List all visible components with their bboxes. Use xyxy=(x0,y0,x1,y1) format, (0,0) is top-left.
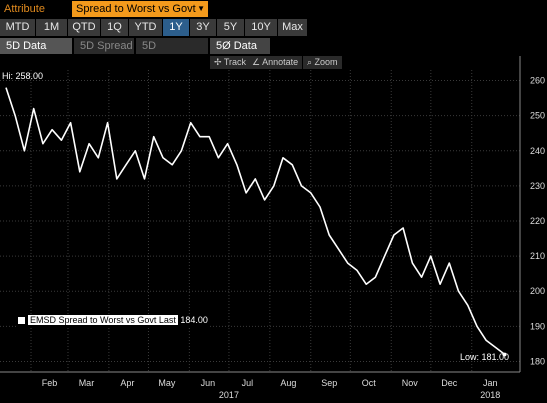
chevron-down-icon: ▼ xyxy=(197,4,205,13)
period-mtd[interactable]: MTD xyxy=(0,19,36,36)
tab-spread[interactable]: 5D Spread xyxy=(74,38,134,54)
period-5y[interactable]: 5Y xyxy=(217,19,245,36)
legend: EMSD Spread to Worst vs Govt Last 184.00 xyxy=(18,314,208,327)
low-label: Low: 181.00 xyxy=(460,352,510,362)
period-3y[interactable]: 3Y xyxy=(190,19,217,36)
zoom-icon: ⌕ xyxy=(307,57,315,67)
track-icon: ✢ xyxy=(214,57,224,67)
legend-swatch xyxy=(18,317,25,324)
period-1m[interactable]: 1M xyxy=(36,19,68,36)
period-selector: MTD 1M QTD 1Q YTD 1Y 3Y 5Y 10Y Max xyxy=(0,19,547,37)
period-qtd[interactable]: QTD xyxy=(68,19,101,36)
annotate-button[interactable]: ∠ Annotate xyxy=(248,56,303,69)
chart-tabs: 5D Data Chart 5D Spread 5D Correlation 5… xyxy=(0,38,547,68)
tab-data-chart[interactable]: 5D Data Chart xyxy=(0,38,72,68)
attribute-label: Attribute xyxy=(4,3,45,15)
chart-area[interactable] xyxy=(0,54,547,403)
tab-correlation[interactable]: 5D Correlation xyxy=(136,38,208,68)
zoom-button[interactable]: ⌕ Zoom xyxy=(303,56,342,69)
high-label: Hi: 258.00 xyxy=(2,71,44,81)
legend-series-name: EMSD Spread to Worst vs Govt Last xyxy=(28,315,178,325)
attribute-dropdown[interactable]: Spread to Worst vs Govt ▼ xyxy=(72,1,208,17)
period-1q[interactable]: 1Q xyxy=(101,19,129,36)
period-ytd[interactable]: YTD xyxy=(129,19,163,36)
attribute-bar: Attribute Spread to Worst vs Govt ▼ xyxy=(0,0,547,19)
tab-data-table[interactable]: 5Ø Data Table xyxy=(210,38,270,68)
period-10y[interactable]: 10Y xyxy=(245,19,278,36)
legend-series-value: 184.00 xyxy=(180,315,208,325)
period-max[interactable]: Max xyxy=(278,19,308,36)
annotate-icon: ∠ xyxy=(252,57,263,67)
attribute-selected: Spread to Worst vs Govt xyxy=(76,3,196,15)
track-button[interactable]: ✢ Track xyxy=(210,56,251,69)
period-1y[interactable]: 1Y xyxy=(163,19,190,36)
